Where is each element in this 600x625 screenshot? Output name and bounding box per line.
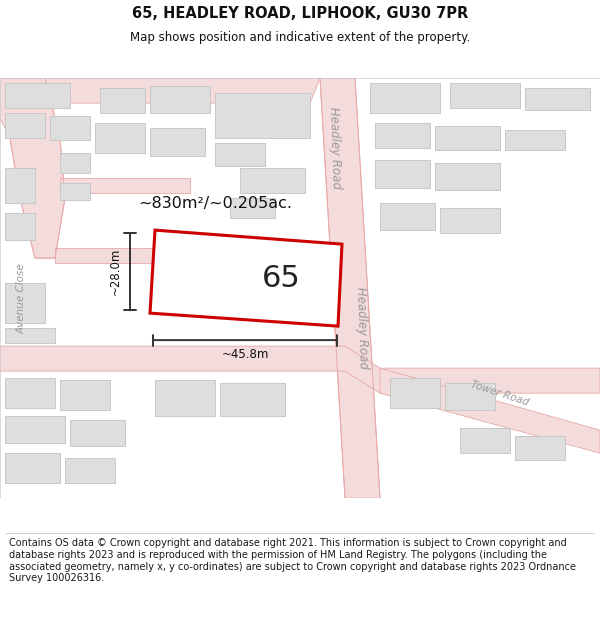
Polygon shape bbox=[380, 203, 435, 230]
Polygon shape bbox=[445, 383, 495, 410]
Polygon shape bbox=[320, 78, 380, 498]
Polygon shape bbox=[220, 383, 285, 416]
Text: ~45.8m: ~45.8m bbox=[221, 348, 269, 361]
Polygon shape bbox=[60, 183, 90, 200]
Polygon shape bbox=[150, 86, 210, 113]
Polygon shape bbox=[5, 113, 45, 138]
Polygon shape bbox=[5, 168, 35, 203]
Polygon shape bbox=[505, 130, 565, 150]
Polygon shape bbox=[375, 123, 430, 148]
Polygon shape bbox=[375, 160, 430, 188]
Polygon shape bbox=[60, 380, 110, 410]
Text: 65: 65 bbox=[262, 264, 301, 293]
Polygon shape bbox=[215, 143, 265, 166]
Text: 65, HEADLEY ROAD, LIPHOOK, GU30 7PR: 65, HEADLEY ROAD, LIPHOOK, GU30 7PR bbox=[132, 6, 468, 21]
Polygon shape bbox=[155, 380, 215, 416]
Polygon shape bbox=[515, 436, 565, 460]
Polygon shape bbox=[440, 208, 500, 233]
Polygon shape bbox=[60, 153, 90, 173]
Polygon shape bbox=[60, 178, 190, 193]
Polygon shape bbox=[50, 116, 90, 140]
Polygon shape bbox=[5, 416, 65, 443]
Polygon shape bbox=[150, 128, 205, 156]
Polygon shape bbox=[5, 283, 45, 323]
Polygon shape bbox=[65, 458, 115, 483]
Text: Map shows position and indicative extent of the property.: Map shows position and indicative extent… bbox=[130, 31, 470, 44]
Polygon shape bbox=[435, 126, 500, 150]
Polygon shape bbox=[5, 453, 60, 483]
Polygon shape bbox=[95, 123, 145, 153]
Text: Contains OS data © Crown copyright and database right 2021. This information is : Contains OS data © Crown copyright and d… bbox=[9, 538, 576, 583]
Polygon shape bbox=[370, 83, 440, 113]
Polygon shape bbox=[215, 93, 310, 138]
Polygon shape bbox=[0, 346, 600, 393]
Text: ~830m²/~0.205ac.: ~830m²/~0.205ac. bbox=[138, 196, 292, 211]
Polygon shape bbox=[5, 378, 55, 408]
Text: Avenue Close: Avenue Close bbox=[17, 262, 27, 334]
Polygon shape bbox=[5, 328, 55, 343]
Polygon shape bbox=[0, 78, 320, 103]
Polygon shape bbox=[230, 198, 275, 218]
Polygon shape bbox=[150, 230, 342, 326]
Polygon shape bbox=[380, 368, 600, 453]
Text: Headley Road: Headley Road bbox=[327, 107, 343, 189]
Text: ~28.0m: ~28.0m bbox=[109, 248, 121, 295]
Polygon shape bbox=[240, 168, 305, 193]
Polygon shape bbox=[525, 88, 590, 110]
Polygon shape bbox=[0, 78, 65, 258]
Polygon shape bbox=[390, 378, 440, 408]
Polygon shape bbox=[435, 163, 500, 190]
Polygon shape bbox=[55, 248, 175, 263]
Text: Headley Road: Headley Road bbox=[354, 287, 370, 369]
Polygon shape bbox=[450, 83, 520, 108]
Polygon shape bbox=[5, 213, 35, 240]
Polygon shape bbox=[100, 88, 145, 113]
Text: Tower Road: Tower Road bbox=[470, 379, 530, 408]
Polygon shape bbox=[460, 428, 510, 453]
Polygon shape bbox=[70, 420, 125, 446]
Polygon shape bbox=[5, 83, 70, 108]
